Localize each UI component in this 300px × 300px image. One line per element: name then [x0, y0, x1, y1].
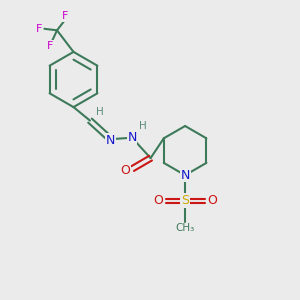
Text: S: S — [181, 194, 189, 207]
Text: F: F — [62, 11, 69, 21]
Text: N: N — [127, 131, 137, 144]
Text: O: O — [121, 164, 130, 178]
Text: N: N — [180, 169, 190, 182]
Text: F: F — [36, 24, 42, 34]
Text: CH₃: CH₃ — [176, 223, 195, 233]
Text: O: O — [153, 194, 163, 207]
Text: N: N — [106, 134, 115, 147]
Text: O: O — [208, 194, 217, 207]
Text: F: F — [47, 41, 54, 51]
Text: H: H — [96, 107, 104, 117]
Text: H: H — [139, 121, 146, 131]
